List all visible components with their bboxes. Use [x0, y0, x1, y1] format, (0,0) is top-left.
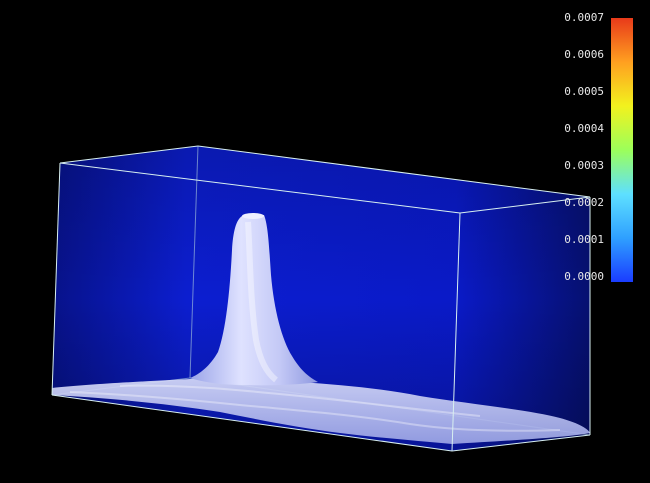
colorbar-scale	[611, 18, 633, 282]
surface-peak	[190, 215, 318, 386]
colorbar-label-7: 0.0000	[564, 270, 604, 283]
surface-floor-ripples	[69, 384, 561, 432]
colorbar-label-4: 0.0003	[564, 159, 604, 172]
colorbar-label-5: 0.0002	[564, 196, 604, 209]
volume-box-shading	[52, 146, 590, 451]
volume-box-front-edges	[51, 145, 591, 452]
colorbar-label-3: 0.0004	[564, 122, 604, 135]
surface-peak-highlight	[245, 221, 278, 383]
surface-floor	[52, 377, 590, 444]
colorbar-label-0: 0.0007	[564, 11, 604, 24]
colorbar-label-1: 0.0006	[564, 48, 604, 61]
surface-peak-top	[242, 213, 264, 219]
colorbar-label-2: 0.0005	[564, 85, 604, 98]
colorbar-label-6: 0.0001	[564, 233, 604, 246]
colorbar-gradient	[611, 18, 633, 282]
